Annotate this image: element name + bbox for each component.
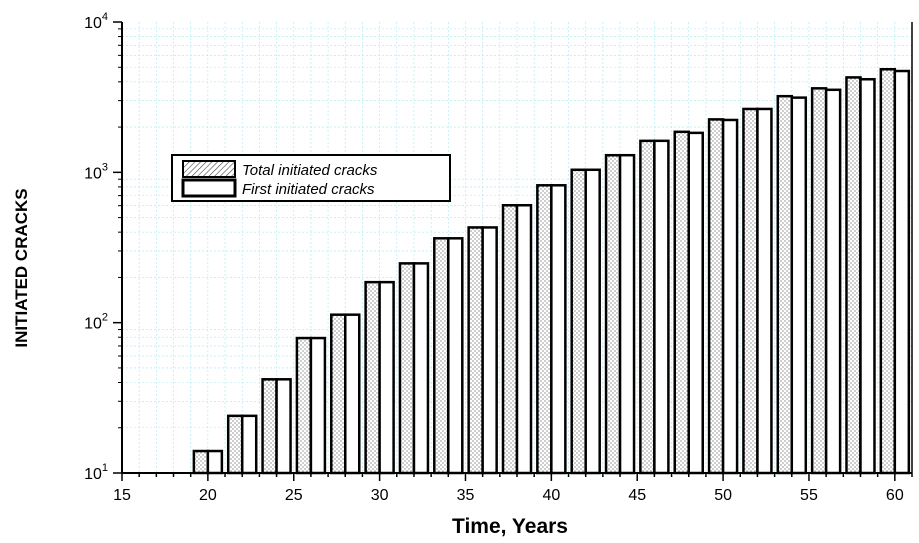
- y-axis-title: INITIATED CRACKS: [12, 188, 31, 347]
- bar-total: [570, 168, 587, 475]
- y-tick-label: 101: [84, 462, 108, 483]
- bar-total: [742, 107, 759, 475]
- bar-total: [536, 184, 553, 475]
- bar-first: [550, 184, 567, 475]
- bar-total: [261, 378, 278, 475]
- legend-label-total: Total initiated cracks: [242, 162, 378, 179]
- bar-total: [330, 313, 347, 475]
- y-tick-base: 10: [84, 165, 102, 182]
- x-tick-label: 25: [285, 487, 303, 504]
- legend: Total initiated cracks First initiated c…: [171, 154, 451, 202]
- y-tick-label: 103: [84, 161, 108, 182]
- bar-total: [810, 87, 828, 475]
- axes-group: [113, 21, 913, 481]
- bars-group: [192, 67, 911, 475]
- bar-first: [859, 78, 876, 475]
- bar-total: [501, 204, 519, 475]
- x-axis-title: Time, Years: [452, 515, 568, 538]
- y-tick-exponent: 4: [102, 11, 108, 23]
- bar-first: [412, 262, 430, 475]
- x-tick-label: 50: [714, 487, 732, 504]
- bar-total: [673, 130, 690, 475]
- bar-first: [206, 449, 224, 475]
- x-tick-label: 15: [113, 487, 131, 504]
- bar-first: [756, 107, 773, 475]
- x-tick-label: 45: [628, 487, 646, 504]
- y-tick-label: 104: [84, 11, 108, 32]
- legend-label-first: First initiated cracks: [242, 181, 375, 198]
- bar-total: [226, 414, 244, 475]
- y-tick-exponent: 2: [102, 312, 108, 324]
- bar-first: [344, 313, 361, 475]
- legend-swatch-total: [182, 160, 236, 178]
- bar-first: [584, 168, 601, 475]
- y-tick-base: 10: [84, 15, 102, 32]
- y-tick-exponent: 1: [102, 462, 108, 474]
- bar-first: [653, 139, 670, 475]
- bar-total: [398, 262, 416, 475]
- bar-total: [707, 118, 725, 475]
- bar-first: [824, 88, 842, 475]
- bar-first: [687, 131, 704, 475]
- bar-first: [378, 280, 395, 475]
- bar-total: [879, 67, 897, 475]
- bar-total: [295, 336, 313, 475]
- bar-first: [515, 204, 533, 475]
- bar-total: [364, 280, 381, 475]
- bar-first: [790, 96, 808, 475]
- bar-total: [639, 139, 656, 475]
- bar-first: [240, 414, 258, 475]
- bar-total: [845, 76, 862, 475]
- y-tick-base: 10: [84, 466, 102, 483]
- bar-first: [309, 336, 327, 475]
- y-tick-exponent: 3: [102, 161, 108, 173]
- bar-total: [776, 94, 794, 475]
- x-tick-label: 30: [371, 487, 389, 504]
- x-tick-label: 35: [457, 487, 475, 504]
- bar-first: [275, 378, 292, 475]
- bar-first: [721, 118, 739, 475]
- legend-swatch-first: [181, 178, 237, 198]
- bar-total: [433, 237, 450, 475]
- x-tick-label: 20: [199, 487, 217, 504]
- bar-total: [604, 153, 622, 475]
- x-tick-label: 60: [886, 487, 904, 504]
- bar-first: [618, 153, 636, 475]
- x-tick-labels: 15 20 25 30 35 40 45 50 55 60: [113, 487, 904, 504]
- bar-first: [447, 237, 464, 475]
- bar-first: [893, 69, 911, 475]
- bar-total: [467, 226, 484, 475]
- x-tick-label: 40: [542, 487, 560, 504]
- y-tick-label: 102: [84, 312, 108, 333]
- x-tick-label: 55: [800, 487, 818, 504]
- bar-total: [192, 449, 210, 475]
- y-tick-base: 10: [84, 316, 102, 333]
- bar-first: [481, 226, 498, 475]
